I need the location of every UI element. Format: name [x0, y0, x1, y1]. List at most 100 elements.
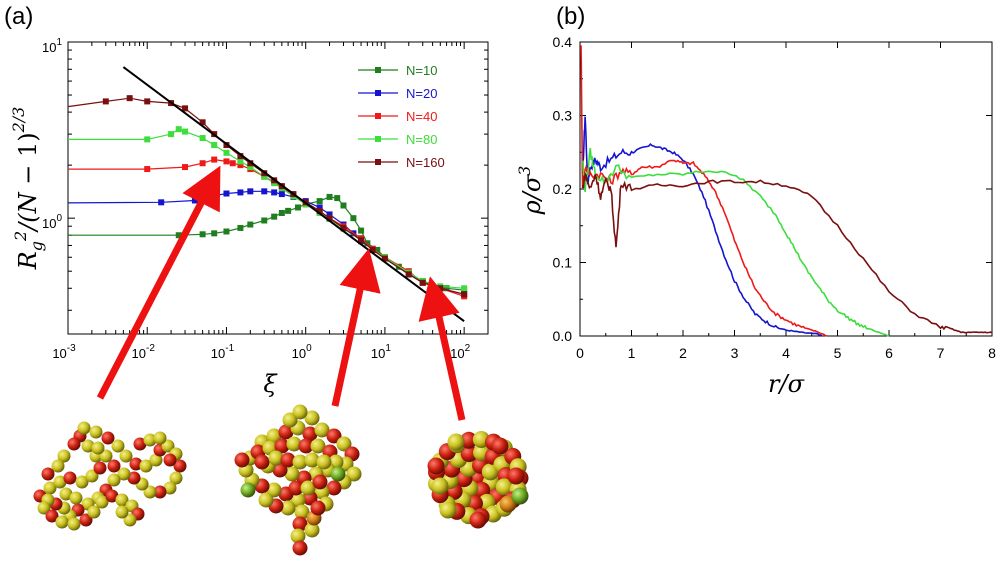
panel-a-point — [199, 119, 206, 126]
bead — [143, 485, 157, 499]
bead — [300, 480, 316, 496]
bead — [143, 433, 157, 447]
panel-a-series-line-n-80 — [68, 128, 465, 289]
panel-a-point — [271, 213, 278, 220]
legend-swatch-marker — [375, 159, 381, 165]
panel-a-chart: 10-3 10-2 10-1 100 101 102 100 101 N=10 N=20 N=40… — [9, 37, 489, 398]
panel-a-point — [461, 291, 468, 298]
bead — [119, 449, 133, 463]
panel-a-point — [223, 228, 230, 235]
bead — [280, 452, 296, 468]
bead — [511, 487, 529, 505]
panel-a-point — [405, 271, 412, 278]
bead — [460, 445, 478, 463]
bead — [316, 454, 332, 470]
bead — [312, 474, 328, 490]
panel-a-point — [126, 95, 133, 102]
panel-a-point — [237, 224, 244, 231]
bead — [326, 480, 342, 496]
bead — [117, 467, 131, 481]
bead — [95, 495, 109, 509]
bead — [63, 471, 77, 485]
panel-a-point — [158, 199, 165, 206]
bead — [169, 471, 183, 485]
panel-a-point — [316, 204, 323, 211]
panel-a-point — [237, 158, 244, 165]
bead — [69, 491, 83, 505]
bead — [427, 457, 445, 475]
bead — [41, 467, 55, 481]
legend-swatch-marker — [375, 113, 381, 119]
panel-b-x-tick-label: 1 — [628, 345, 636, 361]
panel-a-x-tick-label: 10-1 — [211, 343, 235, 361]
panel-a-x-axis-label: ξ — [263, 370, 278, 398]
bead — [105, 489, 119, 503]
bead — [280, 500, 296, 516]
bead — [447, 433, 465, 451]
bead — [153, 485, 167, 499]
panel-a-point — [261, 173, 268, 180]
bead — [491, 437, 509, 455]
panel-b-y-tick-label: 0.3 — [553, 108, 573, 124]
bead — [266, 482, 282, 498]
bead — [53, 475, 67, 489]
panel-a-point — [326, 211, 333, 218]
bead — [45, 509, 59, 523]
bead — [149, 453, 163, 467]
bead — [129, 457, 143, 471]
bead — [107, 473, 121, 487]
panel-b-y-tick-label: 0.4 — [553, 34, 573, 50]
panel-a-y-axis-label: Rg2/(N − 1)2/3 — [9, 107, 46, 271]
panel-a-point — [229, 160, 236, 167]
panel-a-point — [175, 232, 182, 239]
panel-b-ticks: 0 1 2 3 4 5 6 7 8 0.0 0.1 0.2 0.3 0.4 — [553, 34, 997, 361]
legend-entry-label: N=80 — [406, 132, 437, 147]
legend-swatch-marker — [375, 67, 381, 73]
legend-swatch-marker — [375, 136, 381, 142]
bead — [133, 437, 147, 451]
panel-a-point — [211, 192, 218, 199]
arrow-to-collapsed — [418, 276, 466, 421]
bead — [51, 459, 65, 473]
panel-a-point — [350, 215, 357, 222]
panel-a-point — [340, 224, 347, 231]
bead — [439, 501, 457, 519]
bead — [284, 466, 300, 482]
panel-a-point — [326, 193, 333, 200]
panel-a-point — [358, 237, 365, 244]
panel-a-x-tick-label: 100 — [292, 343, 312, 361]
panel-a-point — [199, 160, 206, 167]
panel-b-x-tick-label: 3 — [731, 345, 739, 361]
panel-a-point — [237, 153, 244, 160]
svg-text:ρ/σ3: ρ/σ3 — [515, 166, 546, 216]
panel-a-point — [334, 195, 341, 202]
panel-a-point — [175, 126, 182, 133]
panel-a-point — [223, 158, 230, 165]
panel-b-y-axis-label: ρ/σ3 — [515, 166, 546, 216]
panel-a-point — [326, 215, 333, 222]
panel-a-point — [237, 162, 244, 169]
bead — [254, 454, 270, 470]
bead — [240, 482, 256, 498]
bead — [507, 467, 525, 485]
panel-a-point — [182, 128, 189, 135]
panel-b-x-tick-label: 8 — [988, 345, 996, 361]
bead — [268, 450, 284, 466]
bead — [153, 431, 167, 445]
bead — [336, 436, 352, 452]
bead — [294, 504, 310, 520]
panel-a-point — [295, 204, 302, 211]
legend-swatch-marker — [375, 90, 381, 96]
bead — [431, 477, 449, 495]
bead — [304, 522, 320, 538]
panel-a-point — [285, 207, 292, 214]
snapshot-extended-chain — [33, 421, 187, 531]
panel-a-point — [199, 231, 206, 238]
panel-a-point — [271, 189, 278, 196]
bead — [81, 439, 95, 453]
bead — [85, 469, 99, 483]
bead — [460, 431, 478, 449]
legend-entry-label: N=40 — [406, 109, 437, 124]
bead — [91, 441, 105, 455]
